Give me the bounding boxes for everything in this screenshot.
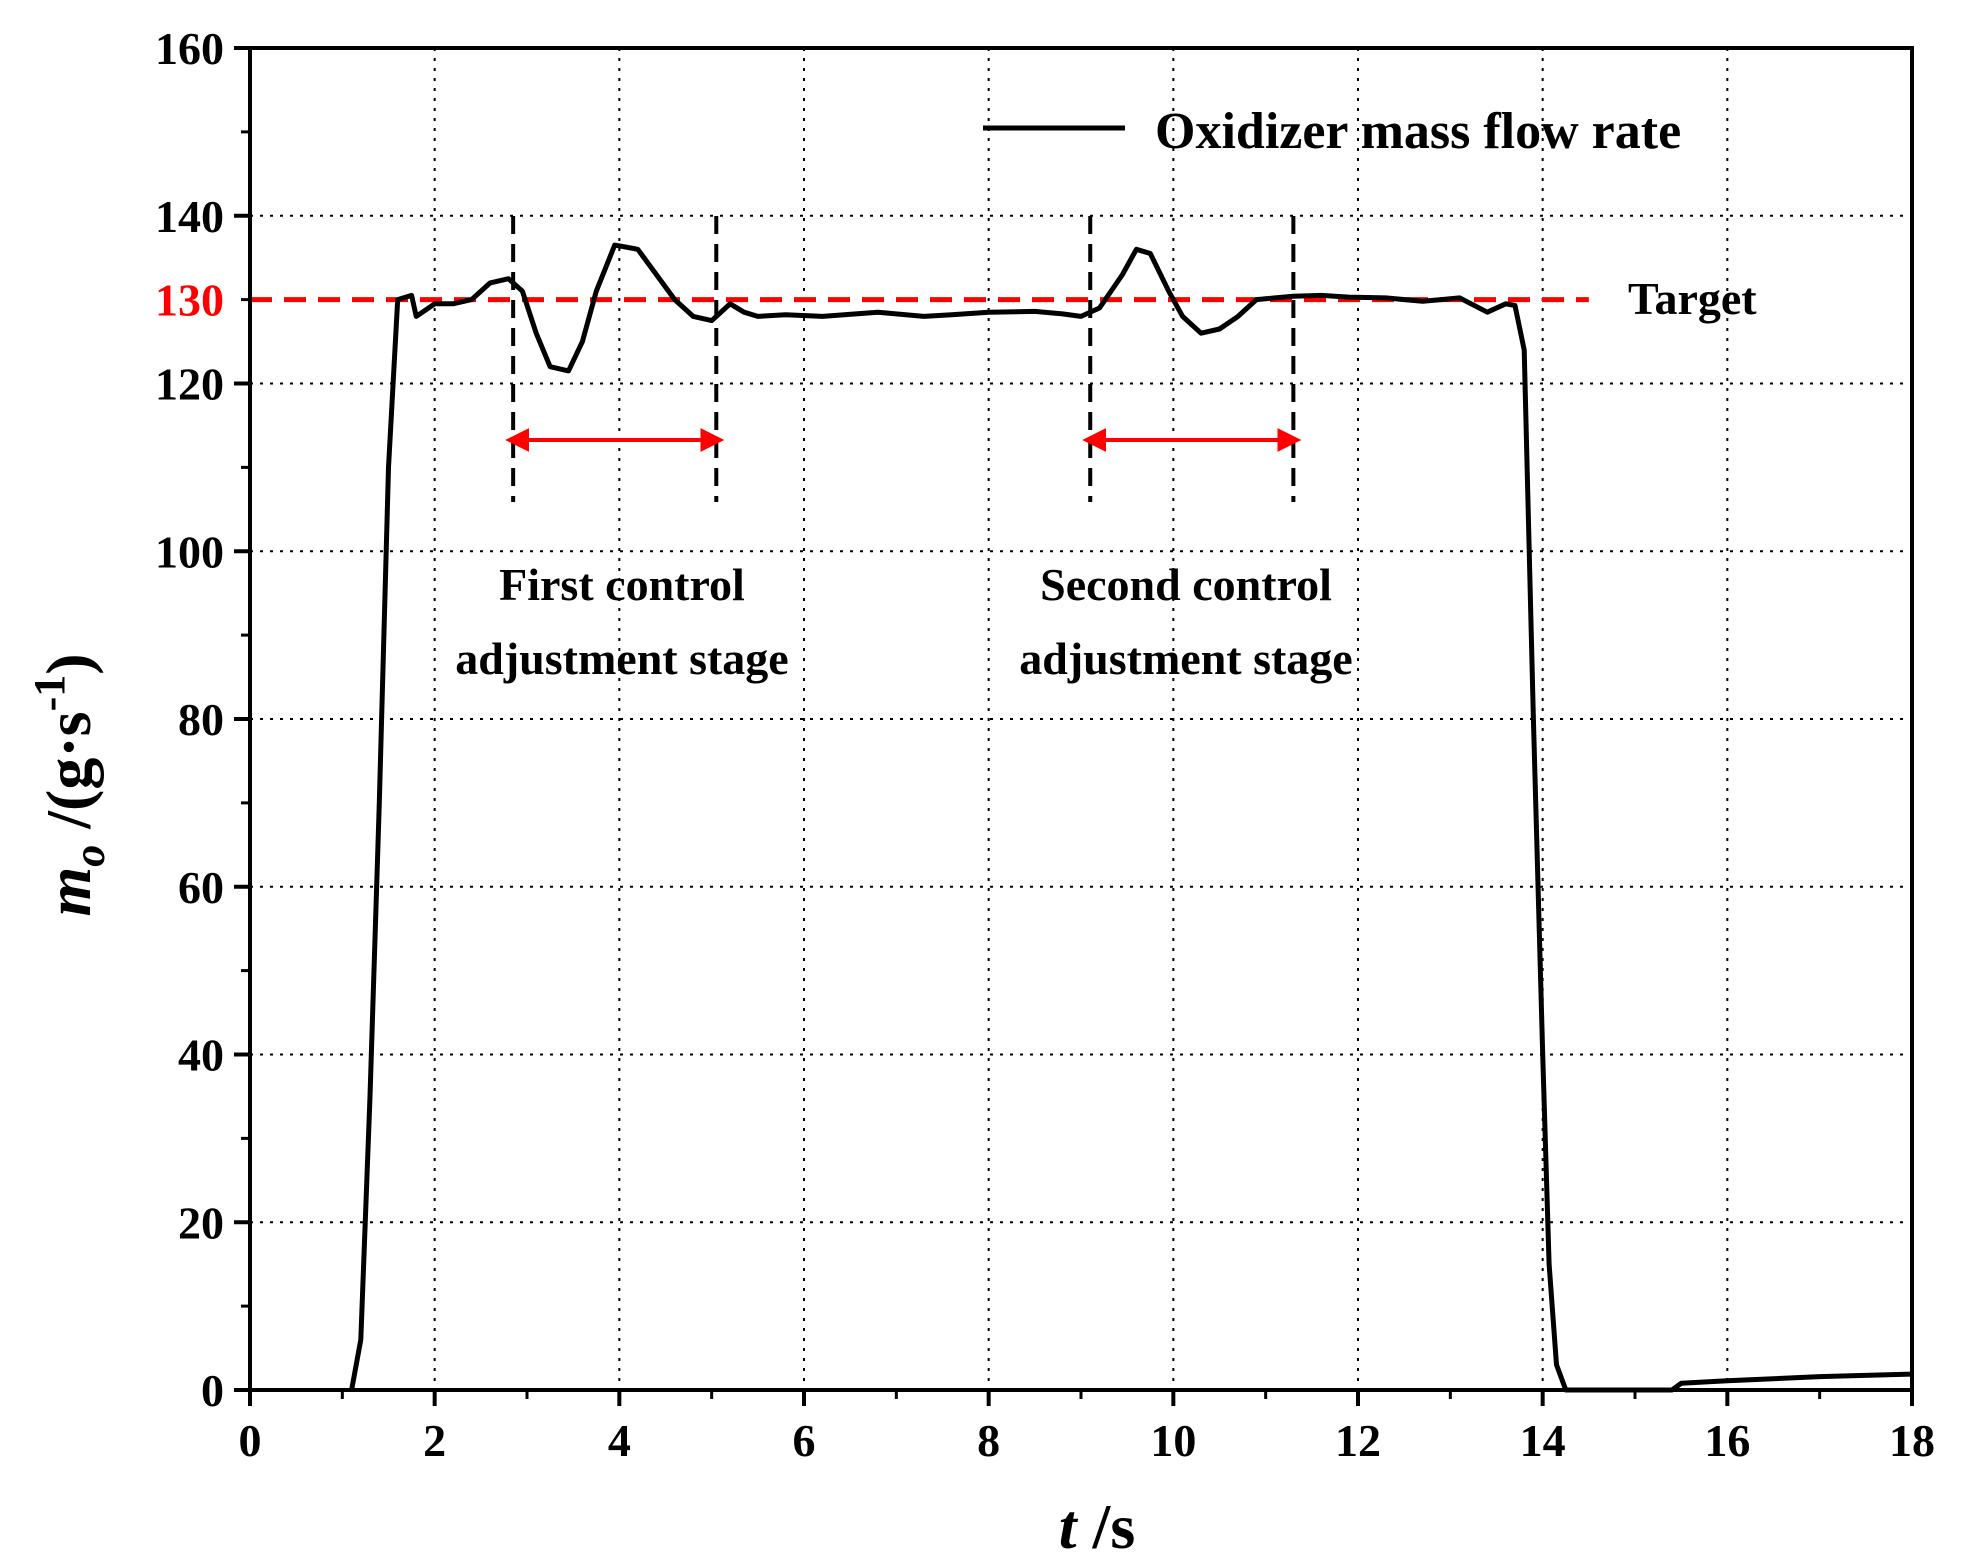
x-tick-label: 0: [239, 1415, 262, 1466]
y-axis-title-unit-suffix: ): [33, 653, 104, 674]
stage-2-label-line1: Second control: [1040, 559, 1332, 610]
x-tick-label: 8: [977, 1415, 1000, 1466]
y-tick-label: 40: [178, 1030, 224, 1081]
x-tick-label: 18: [1889, 1415, 1935, 1466]
x-axis-title: t /s: [1059, 1491, 1135, 1562]
y-tick-label: 120: [155, 359, 224, 410]
stage-1-label-line1: First control: [499, 559, 745, 610]
ticks: 0 2 4 6 8 10 12 14 16 18 0 20 40 60 80 100 120 140 160 130: [155, 23, 1935, 1466]
stage-1-label-line2: adjustment stage: [455, 633, 788, 684]
y-tick-label: 60: [178, 862, 224, 913]
oxidizer-mass-flow-rate-line: [349, 242, 1913, 1393]
y-axis-title-superscript: -1: [25, 675, 74, 712]
grid: [250, 48, 1912, 1390]
legend: Oxidizer mass flow rate: [983, 103, 1681, 160]
y-axis-title-symbol: m: [33, 867, 104, 917]
y-tick-label: 160: [155, 23, 224, 74]
y-tick-label: 80: [178, 694, 224, 745]
x-tick-label: 4: [608, 1415, 631, 1466]
y-axis-title-subscript: o: [65, 845, 114, 867]
x-axis-title-unit: /s: [1077, 1491, 1136, 1562]
x-axis-title-symbol: t: [1059, 1491, 1079, 1562]
x-tick-label: 16: [1704, 1415, 1750, 1466]
y-axis-title: mo /(g·s-1): [25, 653, 114, 916]
target-label: Target: [1628, 273, 1757, 324]
legend-label: Oxidizer mass flow rate: [1155, 103, 1681, 160]
stage-markers: [505, 216, 1302, 502]
y-axis-title-unit-prefix: /(g·s: [33, 711, 104, 844]
x-tick-label: 2: [423, 1415, 446, 1466]
x-tick-label: 14: [1520, 1415, 1566, 1466]
x-tick-label: 12: [1335, 1415, 1381, 1466]
x-tick-label: 10: [1150, 1415, 1196, 1466]
y-tick-label: 20: [178, 1197, 224, 1248]
y-tick-label: 100: [155, 526, 224, 577]
target-value-label: 130: [155, 275, 224, 326]
x-tick-label: 6: [793, 1415, 816, 1466]
stage-2-label-line2: adjustment stage: [1019, 633, 1352, 684]
y-tick-label: 140: [155, 191, 224, 242]
y-tick-label: 0: [201, 1365, 224, 1416]
